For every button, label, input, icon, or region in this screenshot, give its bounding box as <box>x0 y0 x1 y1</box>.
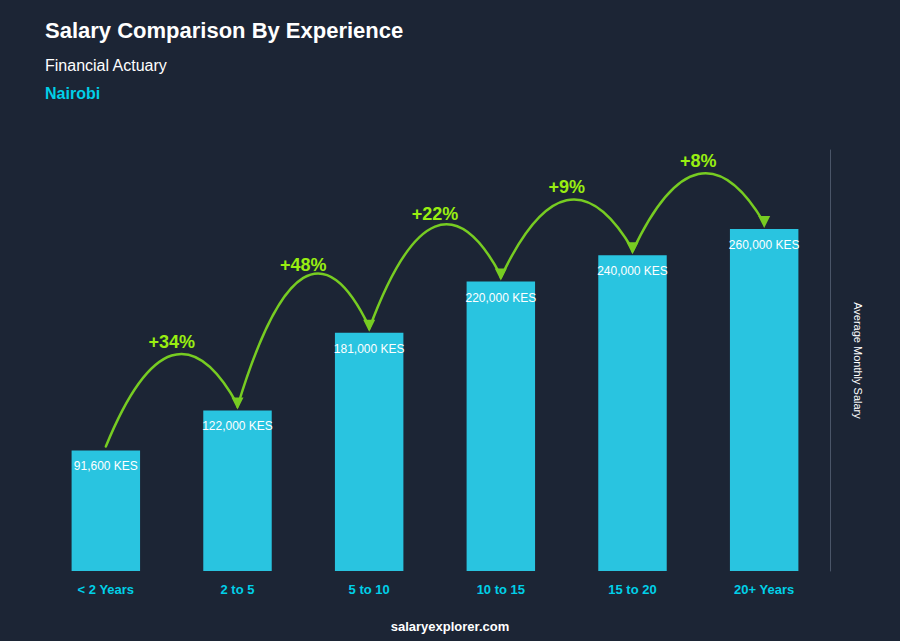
svg-text:260,000 KES: 260,000 KES <box>729 238 800 252</box>
svg-text:Financial Actuary: Financial Actuary <box>45 57 167 74</box>
svg-text:+22%: +22% <box>412 204 459 224</box>
svg-text:15 to 20: 15 to 20 <box>608 582 656 597</box>
svg-text:2 to 5: 2 to 5 <box>221 582 255 597</box>
svg-text:+8%: +8% <box>680 151 717 171</box>
svg-text:Average Monthly Salary: Average Monthly Salary <box>852 302 864 419</box>
svg-text:20+ Years: 20+ Years <box>734 582 794 597</box>
svg-text:+34%: +34% <box>148 332 195 352</box>
svg-text:Salary Comparison By Experienc: Salary Comparison By Experience <box>45 18 403 43</box>
svg-text:Nairobi: Nairobi <box>45 85 100 102</box>
svg-text:+9%: +9% <box>548 177 585 197</box>
svg-text:< 2 Years: < 2 Years <box>78 582 135 597</box>
svg-text:122,000 KES: 122,000 KES <box>202 419 273 433</box>
svg-text:181,000 KES: 181,000 KES <box>334 342 405 356</box>
svg-text:salaryexplorer.com: salaryexplorer.com <box>391 619 510 634</box>
svg-text:220,000 KES: 220,000 KES <box>465 291 536 305</box>
svg-text:10 to 15: 10 to 15 <box>477 582 525 597</box>
svg-text:240,000 KES: 240,000 KES <box>597 264 668 278</box>
svg-text:5 to 10: 5 to 10 <box>349 582 390 597</box>
svg-text:+48%: +48% <box>280 255 327 275</box>
svg-text:91,600 KES: 91,600 KES <box>74 459 138 473</box>
